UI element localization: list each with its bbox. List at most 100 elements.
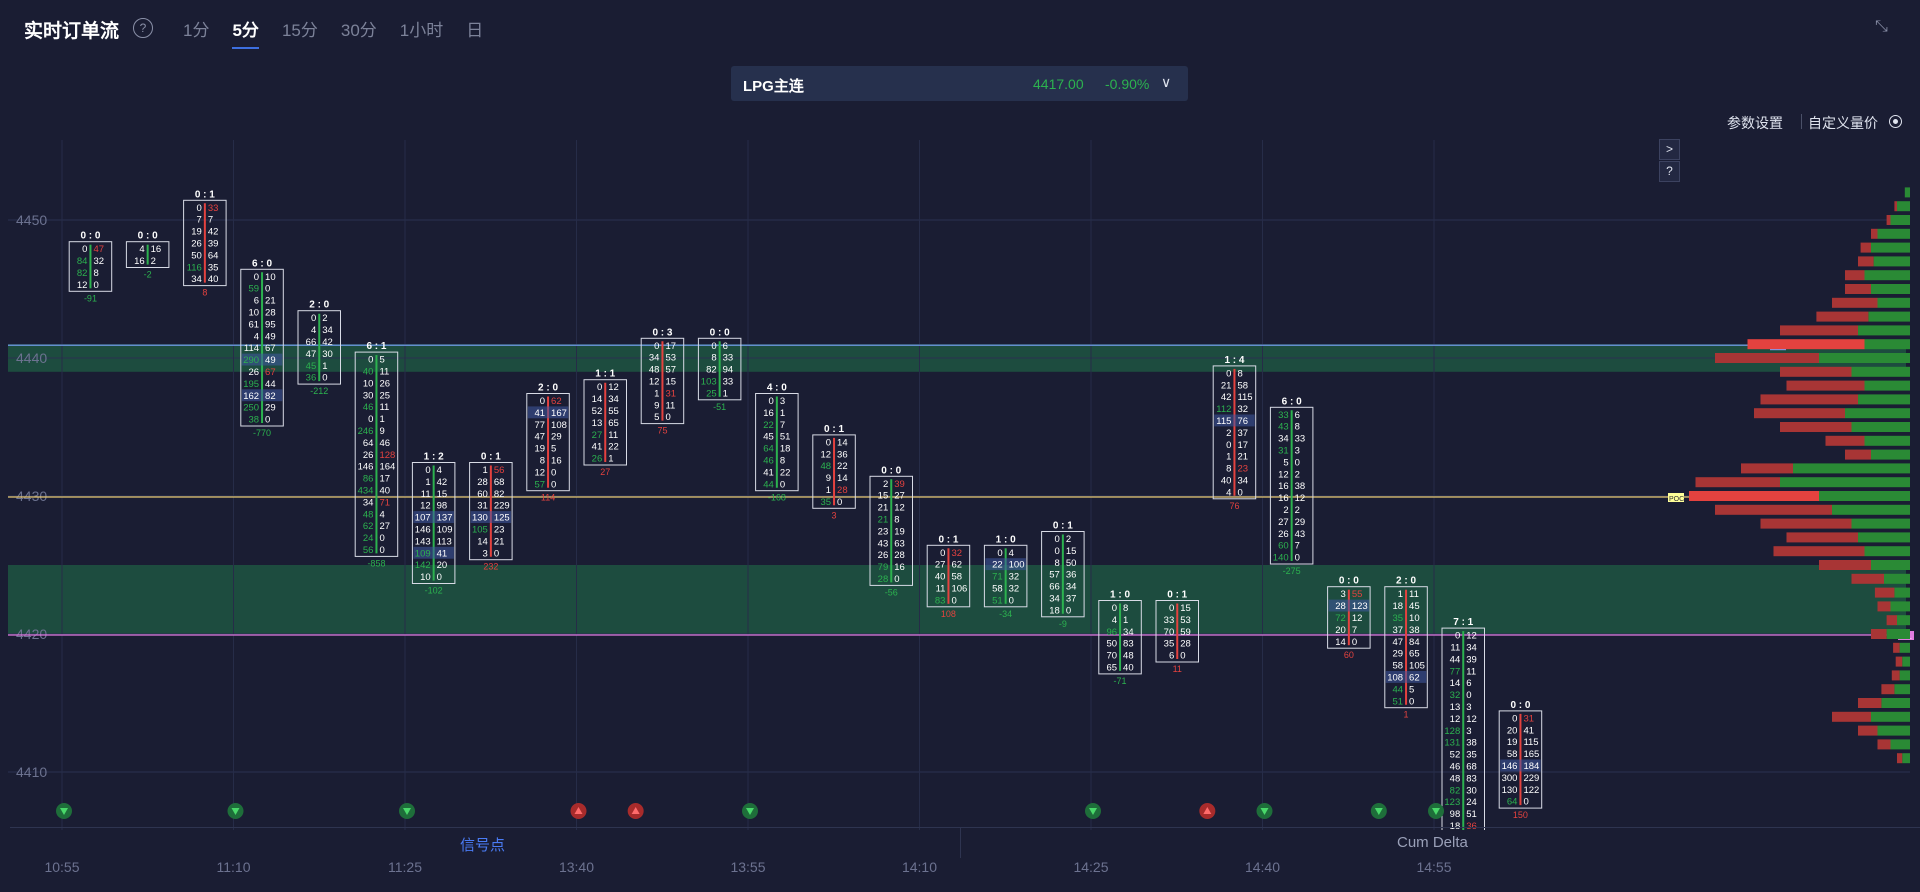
expand-panel-button[interactable]: > <box>1659 139 1680 160</box>
bid-volume: 18 <box>1450 821 1461 830</box>
timeframe-tabs: 1分 5分 15分 30分 1小时 日 <box>183 16 483 49</box>
imbalance-label: 0 : 1 <box>481 452 501 463</box>
bid-volume: 9 <box>654 400 659 411</box>
ask-volume: 0 <box>780 479 785 490</box>
footprint-candle <box>68 241 113 292</box>
x-tick-label: 14:55 <box>1416 859 1452 875</box>
ask-volume: 16 <box>551 456 562 467</box>
delta-label: -34 <box>999 609 1012 619</box>
ask-volume: 7 <box>1295 541 1300 552</box>
tab-5m[interactable]: 5分 <box>232 16 259 49</box>
profile-buy-bar <box>1877 228 1910 239</box>
bid-volume: 140 <box>1273 553 1289 564</box>
ask-volume: 11 <box>379 367 389 378</box>
footprint-chart[interactable]: 44504440443044204410161121770 : 00478432… <box>0 140 1920 830</box>
help-icon[interactable]: ? <box>133 18 153 38</box>
bid-volume: 60 <box>477 489 488 500</box>
bid-volume: 0 <box>197 203 202 214</box>
bid-volume: 50 <box>191 250 202 261</box>
bid-volume: 8 <box>1226 464 1231 475</box>
tab-30m[interactable]: 30分 <box>340 21 377 40</box>
ask-volume: 0 <box>1409 696 1414 707</box>
params-settings-button[interactable]: 参数设置 <box>1727 115 1783 131</box>
ask-volume: 43 <box>1295 529 1306 540</box>
bid-volume: 28 <box>477 477 488 488</box>
bid-volume: 21 <box>878 503 889 514</box>
imbalance-label: 2 : 0 <box>309 300 329 311</box>
delta-label: 3 <box>832 510 837 520</box>
bid-volume: 4 <box>1226 487 1231 498</box>
bid-volume: 4 <box>139 244 144 255</box>
highlight-row <box>470 511 512 523</box>
footprint-candle <box>1041 531 1085 618</box>
bid-volume: 2 <box>883 479 888 490</box>
tab-day[interactable]: 日 <box>466 21 484 40</box>
tab-1m[interactable]: 1分 <box>183 21 210 40</box>
custom-volume-price-button[interactable]: 自定义量价 <box>1808 115 1878 131</box>
ask-volume: 48 <box>1123 651 1134 662</box>
bid-volume: 162 <box>243 391 259 402</box>
tab-cum-delta[interactable]: Cum Delta <box>1397 834 1468 851</box>
tab-signal[interactable]: 信号点 <box>460 837 506 854</box>
ask-volume: 58 <box>1237 380 1248 391</box>
ask-volume: 34 <box>1123 627 1134 638</box>
bid-volume: 66 <box>306 337 317 348</box>
ask-volume: 28 <box>894 550 905 561</box>
collapse-icon[interactable]: ⤡ <box>1875 18 1888 35</box>
ask-volume: 33 <box>723 377 734 388</box>
ask-volume: 62 <box>951 560 962 571</box>
footprint-candle <box>526 393 570 492</box>
bid-volume: 130 <box>1502 785 1518 796</box>
target-icon[interactable] <box>1889 115 1902 128</box>
ask-volume: 16 <box>894 562 905 573</box>
ask-volume: 0 <box>1523 797 1528 808</box>
ask-volume: 0 <box>1295 553 1300 564</box>
ask-volume: 8 <box>780 456 785 467</box>
chart-help-button[interactable]: ? <box>1659 161 1680 182</box>
bid-volume: 12 <box>820 449 831 460</box>
footprint-candle <box>812 434 856 509</box>
footprint-candle <box>1212 365 1257 500</box>
bid-volume: 2 <box>1226 428 1231 439</box>
ask-volume: 58 <box>951 572 962 583</box>
bid-volume: 64 <box>363 438 374 449</box>
profile-buy-bar <box>1793 463 1910 474</box>
ask-volume: 0 <box>1180 651 1185 662</box>
tab-1h[interactable]: 1小时 <box>399 21 444 40</box>
delta-label: 27 <box>600 467 610 477</box>
ask-volume: 122 <box>1523 785 1539 796</box>
ask-volume: 167 <box>551 408 567 419</box>
delta-label: -168 <box>768 493 786 503</box>
bid-volume: 18 <box>1392 601 1403 612</box>
footprint-candle <box>469 462 513 561</box>
highlight-row <box>241 389 283 402</box>
bid-volume: 0 <box>1112 603 1117 614</box>
profile-sell-bar <box>1825 435 1865 446</box>
ask-volume: 10 <box>1409 613 1420 624</box>
profile-buy-bar <box>1819 353 1910 363</box>
ask-volume: 11 <box>1466 666 1476 677</box>
ask-volume: 113 <box>437 536 452 547</box>
ask-volume: 0 <box>1237 487 1242 498</box>
ask-volume: 8 <box>894 515 899 526</box>
ask-volume: 15 <box>1066 546 1077 557</box>
ask-volume: 27 <box>894 491 905 502</box>
bid-volume: 15 <box>878 491 889 502</box>
bid-volume: 46 <box>363 402 374 413</box>
ask-volume: 165 <box>1523 749 1539 760</box>
footprint-candle <box>125 241 170 268</box>
bid-volume: 0 <box>368 355 373 366</box>
profile-sell-bar <box>1780 366 1852 377</box>
ask-volume: 62 <box>1409 673 1420 684</box>
ask-volume: 11 <box>1409 589 1419 600</box>
tab-15m[interactable]: 15分 <box>281 21 318 40</box>
bid-volume: 0 <box>425 465 430 476</box>
bid-volume: 27 <box>592 430 603 441</box>
symbol-selector[interactable]: LPG主连 4417.00 -0.90% ∨ <box>731 66 1188 101</box>
ask-volume: 128 <box>379 450 395 461</box>
poc-tag-text: POC <box>1669 496 1684 503</box>
ask-volume: 51 <box>780 432 791 443</box>
bid-volume: 82 <box>1450 785 1461 796</box>
profile-buy-bar <box>1864 270 1910 281</box>
profile-sell-bar <box>1780 325 1858 336</box>
